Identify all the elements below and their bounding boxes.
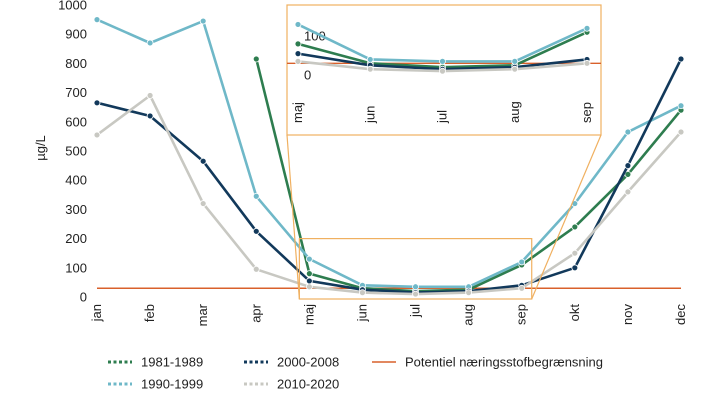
series-1990-1999-point [93,16,101,24]
series-2000-2008-point [624,162,632,170]
y-tick-label: 500 [65,144,87,159]
series-1990-1999-line [96,18,682,289]
legend-label: Potentiel næringsstofbegrænsning [405,355,603,370]
x-tick-label: okt [567,304,582,322]
legend-item: 1981-1989 [108,355,203,370]
inset-series-2010-2020-point [366,65,374,73]
series-1981-1989-point [305,270,313,278]
x-tick-label: nov [620,304,635,325]
series-2010-2020-point [465,289,473,297]
x-tick-label: dec [673,304,688,325]
legend-item: 2010-2020 [244,377,339,392]
y-axis-label: µg/L [33,135,48,161]
series-2010-2020-point [571,249,579,257]
y-tick-label: 700 [65,85,87,100]
series-2010-2020-point [305,283,313,291]
zoom-guides [286,134,602,300]
zoom-selection-box [298,238,533,300]
inset-series-1990-1999-point [511,57,519,65]
series-2000-2008-point [677,55,685,63]
legend-item: 1990-1999 [108,377,203,392]
series-2000-2008-point [93,99,101,107]
legend-item: 2000-2008 [244,355,339,370]
inset-series-2000-2008-point [294,50,302,58]
inset-x-tick-label: maj [290,102,305,123]
x-tick-label: jun [354,304,369,322]
x-tick-label: feb [142,304,157,322]
inset-plot: 0 100 maj jun jul aug sep [286,4,602,136]
inset-series-2010-2020-point [439,67,446,75]
legend-label: 2000-2008 [277,355,339,370]
series-2000-2008-point [146,112,154,120]
inset-series-2010-2020-point [583,59,591,67]
series-1990-1999-point [624,128,632,136]
series-2010-2020-point [93,131,101,139]
x-tick-label: apr [248,303,263,322]
series-1981-1989-point [571,223,579,231]
inset-series-1990-1999-point [294,21,302,28]
inset-x-tick-label: sep [579,102,594,123]
series-2010-2020-point [518,284,526,292]
inset-x-tick-label: jul [435,110,450,124]
series-1990-1999-point [518,258,526,266]
series-1990-1999-point [252,192,260,200]
series-2000-2008-point [252,227,260,235]
inset-series-1981-1989-point [294,40,302,48]
zoom-connector-left [286,134,300,300]
inset-series-1990-1999-point [439,57,446,65]
y-tick-label: 400 [65,173,87,188]
y-tick-label: 800 [65,56,87,71]
series-2010-2020-line [96,94,682,296]
series-2000-2008-point [305,277,313,285]
inset-series-2010-2020-point [294,57,302,65]
inset-series-1990-1999-point [583,24,591,32]
legend: 1981-1989 2000-2008 Potentiel næringsstofb… [108,355,603,392]
series-2010-2020-point [359,289,366,297]
series-1981-1989-point [624,170,632,178]
x-tick-label: sep [514,304,529,325]
series-1990-1999-point [412,283,419,291]
series-2000-2008-point [571,264,579,272]
series-2000-2008-point [199,157,207,165]
series-2010-2020-point [199,200,207,207]
inset-x-tick-label: jun [362,106,377,124]
inset-series-2010-2020-point [511,65,519,73]
inset-y-tick-label: 0 [304,68,311,83]
inset-x-tick-label: aug [507,101,522,123]
x-tick-label: jul [408,304,423,318]
legend-label: 2010-2020 [277,377,339,392]
y-tick-label: 300 [65,202,87,217]
x-tick-label: aug [461,304,476,326]
y-tick-label: 200 [65,231,87,246]
series-1990-1999-point [146,39,154,47]
y-tick-label: 600 [65,114,87,129]
series-2010-2020-point [252,265,260,273]
inset-series-1990-1999-point [366,56,374,63]
legend-item: Potentiel næringsstofbegrænsning [372,355,603,370]
zoom-connector-right [531,134,602,300]
series-1981-1989-point [252,55,260,63]
x-tick-label: mar [195,303,210,326]
y-tick-label: 900 [65,27,87,42]
series-1990-1999-point [199,17,207,25]
series-1990-1999-point [305,255,313,263]
legend-label: 1981-1989 [141,355,203,370]
inset-y-tick-label: 100 [304,29,326,44]
series-2010-2020-point [412,290,419,298]
series-2000-2008-line [96,58,683,294]
series-2010-2020-point [624,188,632,196]
series-2010-2020-point [146,92,154,99]
legend-label: 1990-1999 [141,377,203,392]
y-tick-label: 0 [80,290,87,305]
y-tick-label: 1000 [58,0,87,13]
series-1990-1999-point [677,102,685,110]
x-tick-label: maj [301,304,316,325]
x-tick-label: jan [89,304,104,322]
y-tick-label: 100 [65,260,87,275]
series-2010-2020-point [677,128,685,136]
